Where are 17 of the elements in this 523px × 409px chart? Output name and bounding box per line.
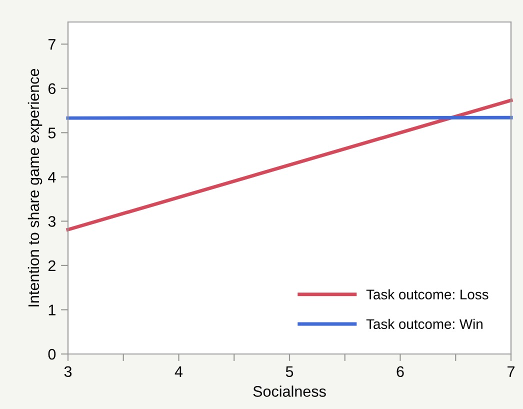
- x-tick-label: 5: [286, 366, 294, 378]
- x-tick-label: 3: [64, 366, 72, 378]
- y-axis-title: Intention to share game experience: [28, 68, 42, 306]
- legend-label: Task outcome: Win: [366, 318, 482, 330]
- legend-label: Task outcome: Loss: [366, 289, 488, 300]
- y-tick-label: 0: [48, 348, 56, 360]
- y-tick-label: 7: [48, 39, 56, 50]
- y-tick-label: 2: [48, 260, 56, 271]
- y-tick-label: 6: [48, 83, 56, 94]
- x-tick-label: 7: [508, 366, 514, 377]
- x-axis-title: Socialness: [253, 386, 326, 397]
- y-tick-label: 1: [48, 304, 56, 316]
- y-tick-label: 5: [48, 128, 56, 138]
- x-tick-label: 6: [396, 366, 404, 378]
- y-tick-label: 3: [48, 216, 56, 227]
- y-tick-label: 4: [48, 172, 56, 182]
- x-tick-label: 4: [174, 366, 183, 377]
